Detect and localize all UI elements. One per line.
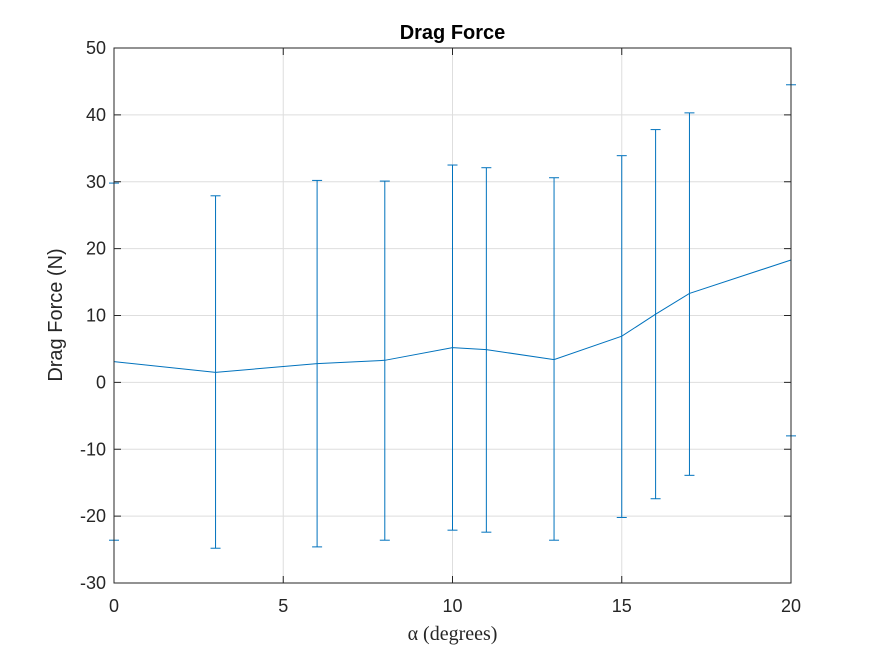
y-tick-label: 50 — [86, 38, 106, 58]
y-tick-label: 0 — [96, 372, 106, 392]
x-tick-label: 5 — [278, 596, 288, 616]
series-line — [113, 259, 792, 373]
x-tick-label: 10 — [442, 596, 462, 616]
y-tick-label: 20 — [86, 239, 106, 259]
y-axis-label: Drag Force (N) — [45, 248, 67, 381]
x-axis-label: α (degrees) — [408, 623, 498, 645]
y-tick-label: -30 — [80, 573, 106, 593]
chart-title: Drag Force — [400, 22, 506, 44]
ticks: 0 5 10 15 20 -30 -20 -10 0 10 20 30 40 50 — [80, 38, 801, 616]
x-tick-label: 20 — [781, 596, 801, 616]
y-tick-label: 40 — [86, 105, 106, 125]
y-tick-label: 10 — [86, 306, 106, 326]
x-tick-label: 0 — [109, 596, 119, 616]
y-tick-label: -20 — [80, 506, 106, 526]
y-tick-label: -10 — [80, 439, 106, 459]
x-tick-label: 15 — [612, 596, 632, 616]
y-tick-label: 30 — [86, 172, 106, 192]
